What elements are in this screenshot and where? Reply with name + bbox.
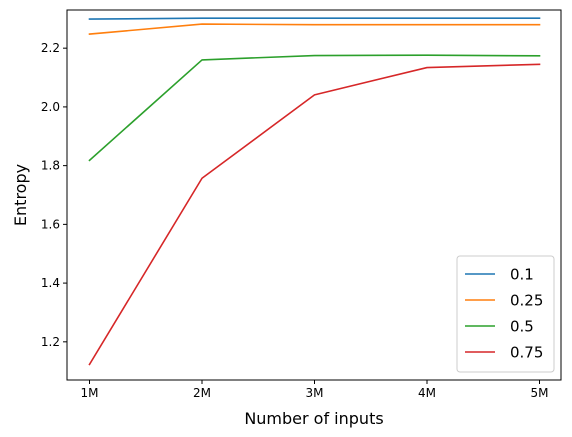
series-line-1 <box>88 23 541 35</box>
legend-label-1: 0.25 <box>510 292 543 310</box>
x-tick-label: 1M <box>81 386 99 400</box>
legend-box <box>456 255 555 373</box>
legend-label-2: 0.5 <box>510 318 534 336</box>
x-tick-label: 2M <box>193 386 211 400</box>
y-tick-label: 1.6 <box>41 217 60 231</box>
y-tick-label: 2.0 <box>41 100 60 114</box>
x-axis: 1M 2M 3M 4M 5M <box>81 380 549 400</box>
x-axis-label: Number of inputs <box>244 409 383 428</box>
y-axis: 1.2 1.4 1.6 1.8 2.0 2.2 <box>41 41 67 349</box>
series-line-3 <box>88 63 541 366</box>
y-axis-label: Entropy <box>11 164 30 226</box>
x-tick-label: 3M <box>306 386 324 400</box>
x-tick-label: 5M <box>531 386 549 400</box>
legend-label-3: 0.75 <box>510 344 543 362</box>
legend-label-0: 0.1 <box>510 266 534 284</box>
series-line-0 <box>88 17 541 20</box>
legend: 0.1 0.25 0.5 0.75 <box>456 255 555 373</box>
y-tick-label: 2.2 <box>41 41 60 55</box>
y-tick-label: 1.2 <box>41 335 60 349</box>
series-line-2 <box>88 54 541 162</box>
series-lines <box>88 17 541 366</box>
y-tick-label: 1.8 <box>41 159 60 173</box>
y-tick-label: 1.4 <box>41 276 60 290</box>
x-tick-label: 4M <box>418 386 436 400</box>
